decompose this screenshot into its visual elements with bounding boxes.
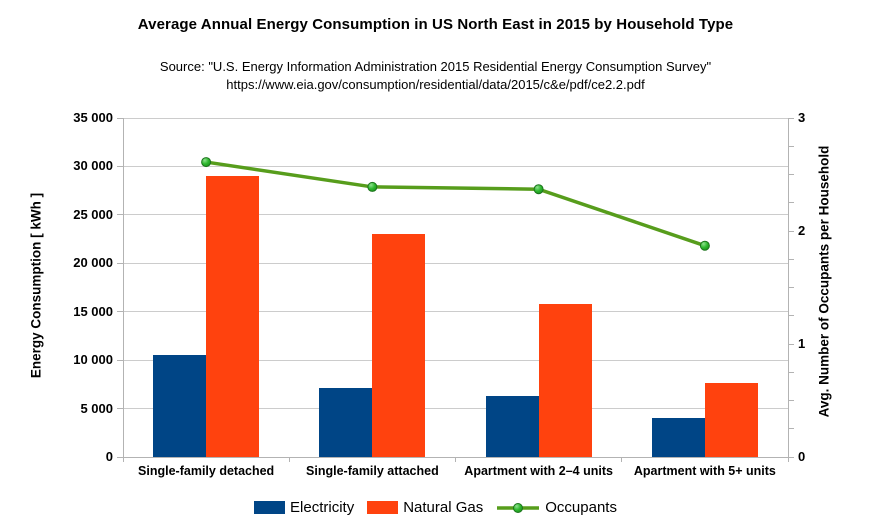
right-axis-tick xyxy=(788,287,794,288)
left-axis-tick xyxy=(117,311,123,313)
legend-item-electricity: Electricity xyxy=(254,499,354,516)
right-axis-tick xyxy=(788,230,794,232)
bar-electricity xyxy=(485,395,539,457)
bar-electricity xyxy=(651,418,705,457)
gridline xyxy=(123,311,788,313)
bottom-axis-tick xyxy=(288,457,290,462)
bottom-axis-tick xyxy=(621,457,623,462)
right-tick-label: 0 xyxy=(798,449,806,464)
right-tick-label: 3 xyxy=(798,110,806,125)
left-axis-tick xyxy=(117,214,123,216)
bottom-axis-tick xyxy=(122,457,124,462)
gridline xyxy=(123,262,788,264)
right-tick-label: 2 xyxy=(798,223,806,238)
left-axis-line xyxy=(122,118,124,457)
right-axis-tick xyxy=(788,202,794,204)
legend-label-occupants: Occupants xyxy=(545,499,617,516)
legend-label-electricity: Electricity xyxy=(290,499,355,516)
right-axis-tick xyxy=(788,174,794,175)
legend-item-natural-gas: Natural Gas xyxy=(367,499,483,516)
occupants-legend-symbol xyxy=(497,502,540,513)
bar-natural-gas xyxy=(206,176,260,457)
gridline xyxy=(123,214,788,216)
gridline xyxy=(123,408,788,410)
occupants-marker xyxy=(367,181,378,192)
left-tick-label: 35 000 xyxy=(73,110,113,125)
source-url: https://www.eia.gov/consumption/resident… xyxy=(226,77,645,92)
right-axis-tick xyxy=(788,315,794,317)
bar-electricity xyxy=(319,388,373,457)
occupants-line-marker-icon xyxy=(496,501,540,515)
left-axis-tick xyxy=(117,117,123,119)
bottom-axis-tick xyxy=(787,457,789,462)
left-axis-tick xyxy=(117,262,123,264)
left-tick-label: 0 xyxy=(105,449,113,464)
occupants-line-series xyxy=(201,157,710,251)
occupants-marker xyxy=(201,157,212,168)
bar-natural-gas xyxy=(372,234,426,457)
right-axis-tick xyxy=(788,456,794,458)
category-label: Apartment with 2–4 units xyxy=(464,464,613,478)
occupants-line xyxy=(205,160,706,248)
source-caption: Source: "U.S. Energy Information Adminis… xyxy=(159,59,712,74)
legend-label-natural-gas: Natural Gas xyxy=(403,499,484,516)
left-axis-tick xyxy=(117,456,123,458)
bar-natural-gas xyxy=(538,303,592,457)
left-tick-label: 15 000 xyxy=(73,303,113,319)
bar-electricity xyxy=(153,355,207,457)
left-axis-tick xyxy=(117,165,123,167)
category-label: Apartment with 5+ units xyxy=(633,464,776,478)
right-axis-tick xyxy=(788,428,794,430)
bar-natural-gas xyxy=(704,383,758,457)
gridline xyxy=(123,359,788,361)
category-label: Single-family attached xyxy=(306,464,439,478)
left-tick-label: 20 000 xyxy=(73,255,113,271)
legend: Electricity Natural Gas Occupants xyxy=(0,499,871,516)
right-axis-tick xyxy=(788,145,794,147)
occupants-marker xyxy=(533,184,544,195)
natural-gas-swatch-icon xyxy=(367,501,399,514)
category-label: Single-family detached xyxy=(138,464,275,478)
right-axis-tick xyxy=(788,371,794,373)
left-tick-label: 5 000 xyxy=(80,400,113,416)
right-axis-tick xyxy=(788,343,794,345)
left-axis-tick xyxy=(117,359,123,361)
right-axis-tick xyxy=(788,400,794,401)
bottom-axis-tick xyxy=(455,457,456,462)
legend-item-occupants: Occupants xyxy=(496,499,617,516)
chart-title: Average Annual Energy Consumption in US … xyxy=(137,16,734,33)
right-axis-title: Avg. Number of Occupants per Household xyxy=(816,145,832,418)
right-tick-label: 1 xyxy=(798,336,806,351)
gridline xyxy=(123,165,788,167)
left-axis-tick xyxy=(117,408,123,410)
left-tick-label: 30 000 xyxy=(73,158,113,174)
left-axis-title: Energy Consumption [ kWh ] xyxy=(28,192,44,379)
electricity-swatch-icon xyxy=(254,501,286,514)
right-axis-tick xyxy=(788,258,794,260)
left-tick-label: 25 000 xyxy=(73,206,113,222)
occupants-marker xyxy=(699,240,710,251)
right-axis-tick xyxy=(788,117,794,119)
left-tick-label: 10 000 xyxy=(73,352,113,368)
gridline xyxy=(123,117,788,119)
